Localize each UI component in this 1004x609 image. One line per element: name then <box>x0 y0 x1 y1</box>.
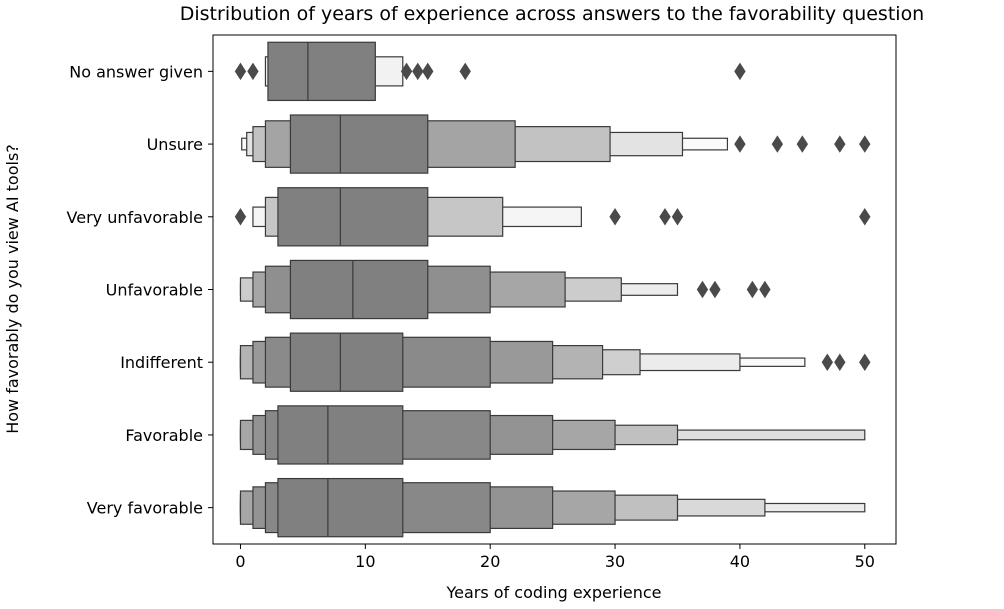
outlier-point <box>759 280 771 299</box>
y-tick-label: No answer given <box>69 62 203 81</box>
boxen-box <box>277 477 404 538</box>
boxen-box <box>277 405 404 465</box>
outlier-point <box>659 208 671 226</box>
boxen-box <box>289 332 404 392</box>
outlier-point <box>734 135 746 153</box>
y-tick-label: Unsure <box>147 135 203 154</box>
outlier-point <box>400 62 413 81</box>
y-tick-label: Unfavorable <box>106 281 203 300</box>
x-tick-label: 30 <box>605 552 625 571</box>
y-tick-label: Favorable <box>125 426 203 445</box>
outlier-point <box>734 62 746 81</box>
x-axis: 0 10 20 30 40 50 <box>235 544 875 571</box>
x-tick-label: 10 <box>355 552 375 571</box>
outlier-point <box>859 353 871 371</box>
y-axis: No answer given Unsure Very unfavorable Unf… <box>67 62 213 518</box>
x-tick-label: 20 <box>480 552 500 571</box>
boxen-box <box>289 259 429 320</box>
x-tick-label: 50 <box>855 552 875 571</box>
outlier-point <box>859 135 871 153</box>
outlier-point <box>709 280 721 299</box>
x-axis-label: Years of coding experience <box>445 583 661 602</box>
outlier-point <box>696 280 709 299</box>
outlier-point <box>834 353 846 371</box>
outlier-point <box>671 208 684 226</box>
boxen-box <box>289 114 429 174</box>
outlier-point <box>746 280 759 299</box>
y-tick-label: Very favorable <box>87 499 203 518</box>
outlier-point <box>771 135 784 153</box>
y-axis-label: How favorably do you view AI tools? <box>3 144 22 434</box>
category-very-unfavorable <box>234 187 871 247</box>
category-indifferent <box>239 332 871 392</box>
category-unfavorable <box>239 259 771 320</box>
outlier-point <box>412 62 424 81</box>
outlier-point <box>247 62 259 81</box>
y-tick-label: Indifferent <box>120 353 203 372</box>
x-tick-label: 0 <box>235 552 245 571</box>
outlier-point <box>859 208 871 226</box>
x-tick-label: 40 <box>730 552 750 571</box>
y-tick-label: Very unfavorable <box>67 208 203 227</box>
outlier-point <box>234 62 247 81</box>
boxen-box <box>267 41 376 102</box>
outlier-point <box>609 208 621 226</box>
outlier-point <box>422 62 434 81</box>
boxen-box <box>277 187 429 247</box>
outlier-point <box>796 135 809 153</box>
category-favorable <box>239 405 866 465</box>
outlier-point <box>834 135 846 153</box>
chart-title: Distribution of years of experience acro… <box>180 3 924 25</box>
category-very-favorable <box>239 477 866 538</box>
category-unsure <box>241 114 871 174</box>
outlier-point <box>459 62 471 81</box>
outlier-point <box>234 208 247 226</box>
outlier-point <box>821 353 834 371</box>
category-no-answer-given <box>234 41 746 102</box>
boxes-layer <box>234 41 871 538</box>
